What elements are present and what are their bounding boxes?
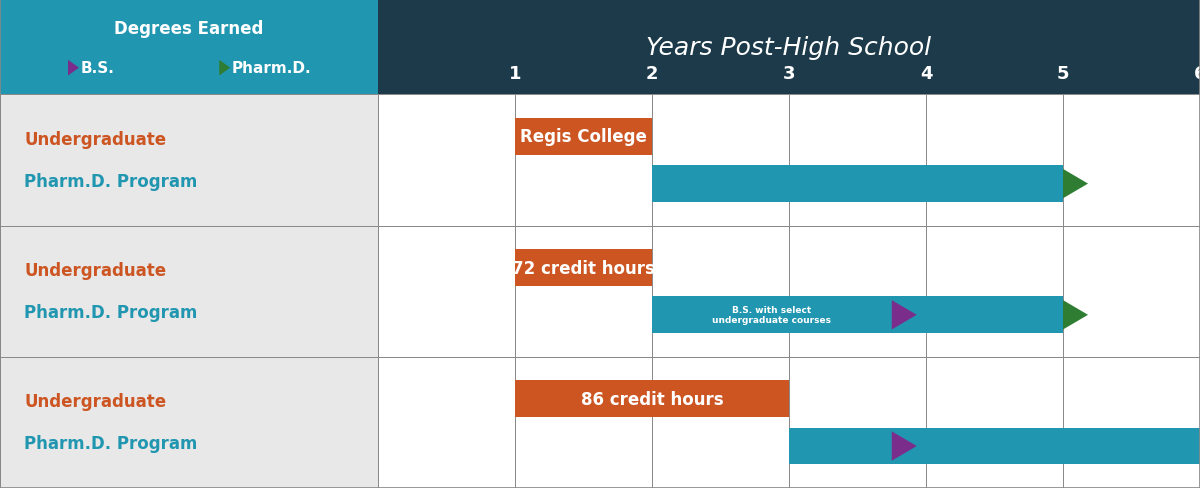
Text: 5: 5 (1057, 65, 1069, 83)
Text: Pharm.D. Program: Pharm.D. Program (24, 304, 197, 322)
FancyBboxPatch shape (515, 250, 652, 286)
Text: Years Post-High School: Years Post-High School (647, 36, 931, 60)
Text: Regis College: Regis College (520, 128, 647, 146)
Polygon shape (892, 431, 917, 461)
Polygon shape (1063, 169, 1088, 199)
Text: Pharm.D. Program: Pharm.D. Program (24, 434, 197, 452)
Text: B.S.: B.S. (80, 61, 114, 76)
FancyBboxPatch shape (790, 428, 1200, 465)
Text: 6: 6 (1194, 65, 1200, 83)
Text: Undergraduate: Undergraduate (24, 392, 166, 410)
FancyBboxPatch shape (378, 226, 1200, 357)
Polygon shape (892, 301, 917, 330)
Text: Pharm.D.: Pharm.D. (232, 61, 311, 76)
Text: 72 credit hours: 72 credit hours (512, 259, 655, 277)
FancyBboxPatch shape (0, 357, 378, 488)
Text: Degrees Earned: Degrees Earned (114, 20, 264, 38)
FancyBboxPatch shape (515, 381, 790, 417)
FancyBboxPatch shape (0, 226, 378, 357)
FancyBboxPatch shape (378, 357, 1200, 488)
Polygon shape (1063, 301, 1088, 330)
FancyBboxPatch shape (378, 95, 1200, 226)
Text: 2: 2 (646, 65, 659, 83)
FancyBboxPatch shape (652, 297, 1063, 333)
Text: 86 credit hours: 86 credit hours (581, 390, 724, 408)
FancyBboxPatch shape (652, 166, 1063, 203)
Text: 3: 3 (782, 65, 796, 83)
Text: B.S. with select
undergraduate courses: B.S. with select undergraduate courses (713, 305, 832, 325)
Text: Undergraduate: Undergraduate (24, 131, 166, 149)
Polygon shape (220, 61, 230, 76)
Text: 1: 1 (509, 65, 521, 83)
Polygon shape (68, 61, 79, 76)
FancyBboxPatch shape (515, 119, 652, 155)
FancyBboxPatch shape (378, 0, 1200, 95)
FancyBboxPatch shape (0, 0, 378, 95)
Text: 4: 4 (919, 65, 932, 83)
Text: Pharm.D. Program: Pharm.D. Program (24, 173, 197, 191)
FancyBboxPatch shape (0, 95, 378, 226)
Text: Undergraduate: Undergraduate (24, 262, 166, 280)
